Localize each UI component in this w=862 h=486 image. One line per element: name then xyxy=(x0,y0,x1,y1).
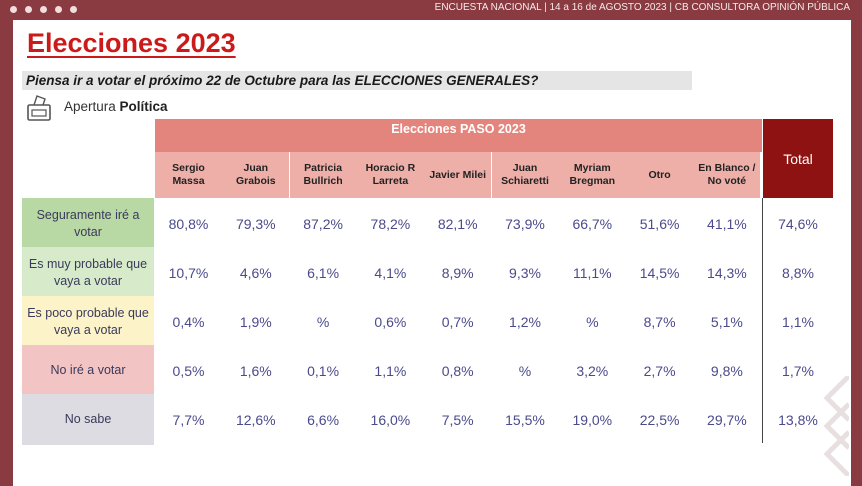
value-cell: 6,6% xyxy=(307,411,340,428)
value-cell: 7,7% xyxy=(172,411,205,428)
candidate-header: Otro xyxy=(626,152,694,198)
value-cell: % xyxy=(586,313,599,330)
candidate-header: Javier Milei xyxy=(424,152,492,198)
dot-2 xyxy=(25,6,32,13)
decorative-chevrons xyxy=(823,376,849,476)
survey-question: Piensa ir a votar el próximo 22 de Octub… xyxy=(22,71,692,90)
value-cell: 0,7% xyxy=(441,313,474,330)
value-cell: 1,6% xyxy=(239,362,272,379)
value-cell: 12,6% xyxy=(235,411,276,428)
row-label: Es poco probable que vaya a votar xyxy=(22,296,154,347)
value-cell: 9,3% xyxy=(509,264,541,281)
total-cell: 13,8% xyxy=(778,411,818,428)
value-cell: 1,2% xyxy=(509,313,541,330)
value-cell: 14,3% xyxy=(707,264,747,281)
value-cell: 1,9% xyxy=(239,313,272,330)
value-cell: 82,1% xyxy=(437,215,478,232)
candidate-header: Juan Grabois xyxy=(222,152,290,198)
value-cell: 0,6% xyxy=(374,313,407,330)
value-cell: 0,8% xyxy=(441,362,474,379)
total-cell: 8,8% xyxy=(782,264,814,281)
value-cell: 80,8% xyxy=(168,215,209,232)
value-cell: 22,5% xyxy=(639,411,680,428)
value-cell: 66,7% xyxy=(572,215,613,232)
value-cell: 11,1% xyxy=(572,264,612,281)
value-cell: 8,7% xyxy=(643,313,676,330)
value-cell: 2,7% xyxy=(643,362,676,379)
total-header: Total xyxy=(763,119,833,198)
source-label: Apertura Política xyxy=(64,99,168,114)
candidate-header: Patricia Bullrich xyxy=(289,152,357,198)
dot-5 xyxy=(70,6,77,13)
paso-group-header: Elecciones PASO 2023 xyxy=(155,119,762,152)
total-cell: 74,6% xyxy=(778,215,818,232)
value-cell: 29,7% xyxy=(707,411,747,428)
value-cell: % xyxy=(518,362,532,379)
candidate-header: Juan Schiaretti xyxy=(491,152,559,198)
value-cell: 15,5% xyxy=(505,411,545,428)
value-cell: 16,0% xyxy=(370,411,411,428)
source-bold: Política xyxy=(119,99,168,114)
slide-card: Elecciones 2023 Piensa ir a votar el pró… xyxy=(13,20,851,486)
value-cell: 10,7% xyxy=(168,264,209,281)
survey-header: ENCUESTA NACIONAL | 14 a 16 de AGOSTO 20… xyxy=(434,2,850,13)
value-cell: 51,6% xyxy=(639,215,680,232)
row-label: Seguramente iré a votar xyxy=(22,198,154,249)
value-cell: 0,1% xyxy=(307,362,340,379)
row-label: Es muy probable que vaya a votar xyxy=(22,247,154,298)
value-cell: 19,0% xyxy=(572,411,613,428)
ballot-box-icon xyxy=(27,95,51,121)
value-cell: 1,1% xyxy=(374,362,407,379)
value-cell: % xyxy=(316,313,330,330)
value-cell: 5,1% xyxy=(710,313,743,330)
value-cell: 78,2% xyxy=(370,215,411,232)
value-cell: 4,1% xyxy=(374,264,407,281)
dot-4 xyxy=(55,6,62,13)
window-dots xyxy=(10,6,77,13)
candidate-header: Horacio R Larreta xyxy=(356,152,424,198)
value-cell: 0,4% xyxy=(172,313,205,330)
dot-1 xyxy=(10,6,17,13)
value-cell: 8,9% xyxy=(441,264,474,281)
value-cell: 6,1% xyxy=(307,264,340,281)
total-divider xyxy=(762,198,763,443)
candidate-header: Myriam Bregman xyxy=(558,152,626,198)
page-title: Elecciones 2023 xyxy=(27,28,236,58)
value-cell: 41,1% xyxy=(707,215,747,232)
value-cell: 7,5% xyxy=(441,411,474,428)
value-cell: 3,2% xyxy=(576,362,609,379)
dot-3 xyxy=(40,6,47,13)
value-cell: 0,5% xyxy=(172,362,205,379)
value-cell: 9,8% xyxy=(710,362,743,379)
row-label: No sabe xyxy=(22,394,154,445)
source-prefix: Apertura xyxy=(64,99,116,114)
value-cell: 87,2% xyxy=(303,215,343,232)
value-cell: 79,3% xyxy=(235,215,276,232)
top-bar: ENCUESTA NACIONAL | 14 a 16 de AGOSTO 20… xyxy=(0,0,862,20)
value-cell: 4,6% xyxy=(239,264,272,281)
total-cell: 1,7% xyxy=(782,362,814,379)
total-cell: 1,1% xyxy=(782,313,814,330)
value-cell: 14,5% xyxy=(639,264,680,281)
value-cell: 73,9% xyxy=(505,215,545,232)
row-label: No iré a votar xyxy=(22,345,154,396)
candidate-header: En Blanco / No voté xyxy=(693,152,761,198)
candidate-header: Sergio Massa xyxy=(155,152,222,198)
